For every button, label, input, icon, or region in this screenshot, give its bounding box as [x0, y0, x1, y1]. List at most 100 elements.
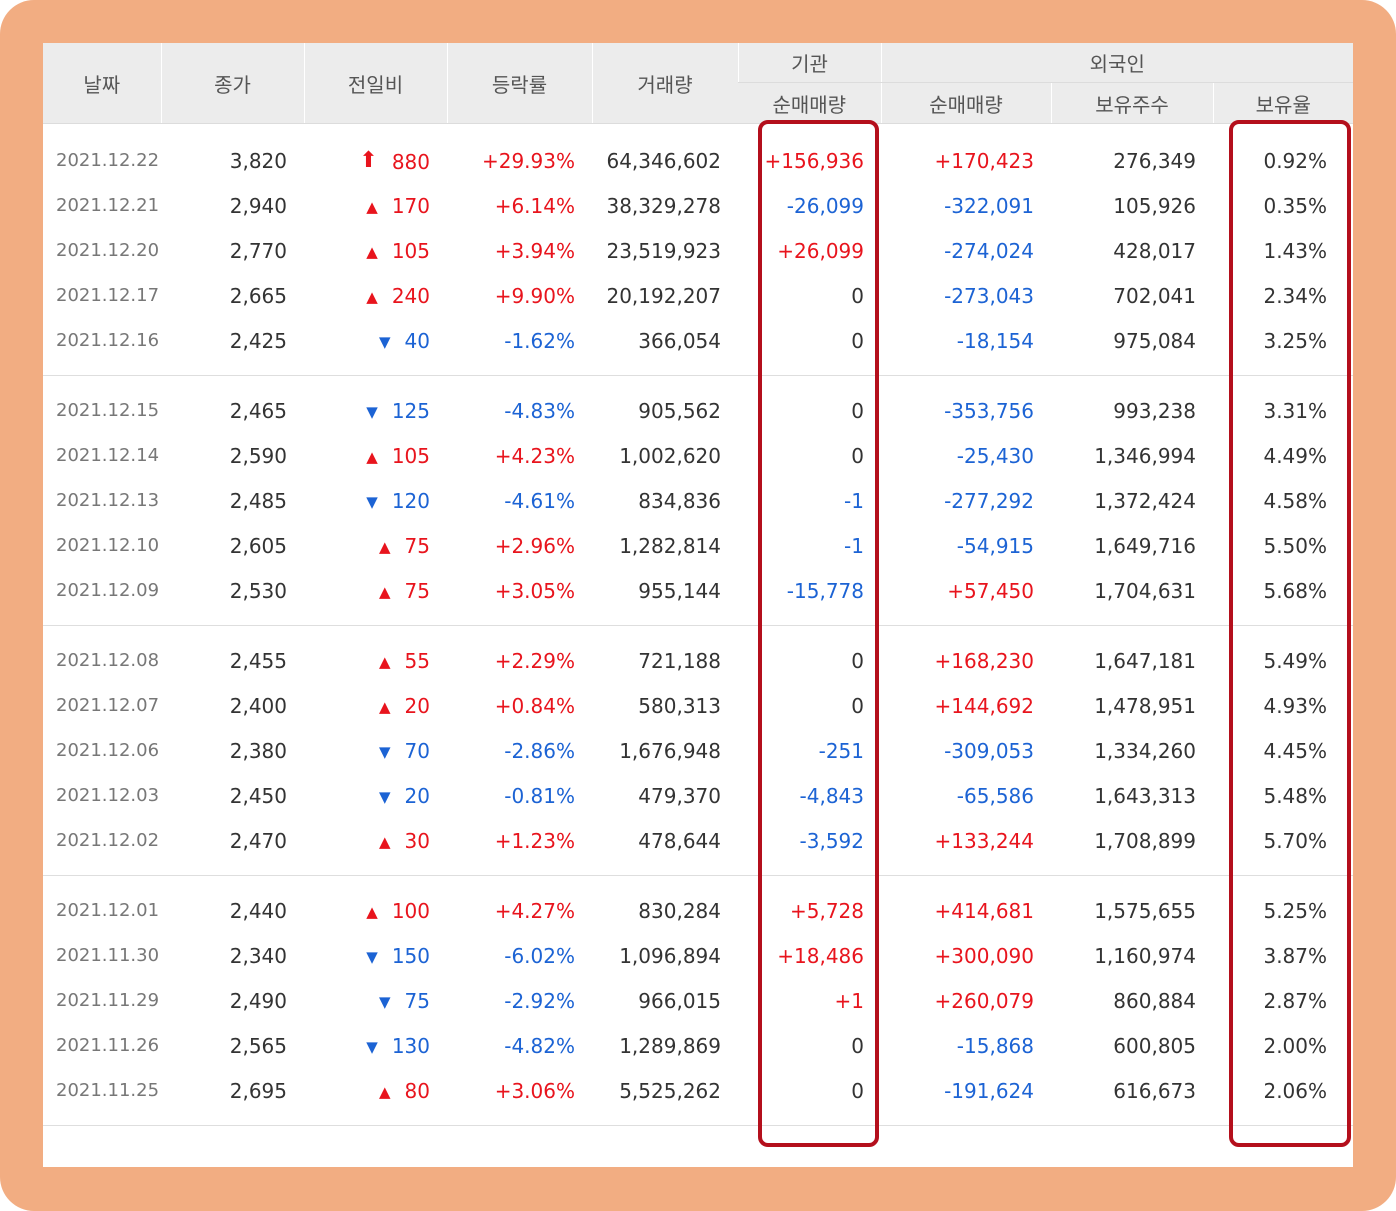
ratio-cell: 2.34%: [1263, 283, 1328, 308]
close-cell: 2,400: [229, 693, 287, 718]
table-row: 2021.12.02 2,470 ▲ 30 +1.23% 478,644 -3,592 +13…: [43, 818, 1353, 863]
down-triangle-icon: ▼: [366, 947, 378, 966]
table-row: 2021.12.15 2,465 ▼ 125 -4.83% 905,562 0 -353,75…: [43, 388, 1353, 433]
up-triangle-icon: ▲: [379, 537, 391, 556]
inst-net-cell: -15,778: [786, 578, 864, 603]
group-spacer: [43, 363, 1353, 376]
ratio-cell: 5.49%: [1263, 648, 1328, 673]
frg-net-cell: -54,915: [956, 533, 1034, 558]
close-cell: 2,340: [229, 943, 287, 968]
rate-cell: +6.14%: [494, 193, 575, 218]
frg-net-cell: +144,692: [934, 693, 1034, 718]
diff-value: 120: [391, 488, 430, 513]
table-row: 2021.11.29 2,490 ▼ 75 -2.92% 966,015 +1 +260,07…: [43, 978, 1353, 1023]
close-cell: 2,470: [229, 828, 287, 853]
ratio-cell: 4.58%: [1263, 488, 1328, 513]
rate-cell: +1.23%: [494, 828, 575, 853]
ratio-cell: 1.43%: [1263, 238, 1328, 263]
diff-value: 880: [391, 149, 430, 174]
ratio-cell: 2.87%: [1263, 988, 1328, 1013]
group-spacer: [43, 863, 1353, 876]
volume-cell: 20,192,207: [606, 283, 721, 308]
volume-cell: 1,676,948: [619, 738, 721, 763]
volume-cell: 955,144: [638, 578, 721, 603]
table-row: 2021.12.13 2,485 ▼ 120 -4.61% 834,836 -1 -277,2…: [43, 478, 1353, 523]
group-spacer: [43, 376, 1353, 388]
volume-cell: 1,096,894: [619, 943, 721, 968]
ratio-cell: 4.45%: [1263, 738, 1328, 763]
frg-net-cell: +414,681: [934, 898, 1034, 923]
header-holding: 보유주수: [1050, 82, 1213, 124]
diff-cell: ▼ 150: [304, 933, 447, 978]
rate-cell: +4.23%: [494, 443, 575, 468]
rate-cell: +4.27%: [494, 898, 575, 923]
volume-cell: 834,836: [638, 488, 721, 513]
header-date: 날짜: [43, 43, 161, 124]
up-triangle-icon: ▲: [379, 652, 391, 671]
volume-cell: 1,289,869: [619, 1033, 721, 1058]
table-header: 날짜 종가 전일비 등락률 거래량 기관 외국인 순매매량 순매매량 보유주수 …: [43, 43, 1353, 124]
group-spacer: [43, 1113, 1353, 1126]
date-cell: 2021.12.07: [56, 695, 160, 716]
inst-net-cell: +5,728: [789, 898, 864, 923]
close-cell: 2,695: [229, 1078, 287, 1103]
ratio-cell: 3.31%: [1263, 398, 1328, 423]
date-cell: 2021.12.03: [56, 785, 160, 806]
ratio-cell: 2.06%: [1263, 1078, 1328, 1103]
close-cell: 2,665: [229, 283, 287, 308]
date-cell: 2021.11.30: [56, 945, 160, 966]
header-volume: 거래량: [591, 43, 738, 124]
volume-cell: 23,519,923: [606, 238, 721, 263]
group-divider: [43, 1125, 1353, 1126]
inst-net-cell: +26,099: [777, 238, 864, 263]
holding-cell: 1,643,313: [1094, 783, 1196, 808]
diff-cell: ▲ 55: [304, 638, 447, 683]
close-cell: 2,440: [229, 898, 287, 923]
diff-value: 20: [404, 783, 430, 808]
close-cell: 2,940: [229, 193, 287, 218]
frg-net-cell: -15,868: [956, 1033, 1034, 1058]
close-cell: 2,485: [229, 488, 287, 513]
inst-net-cell: 0: [851, 398, 864, 423]
close-cell: 3,820: [229, 148, 287, 173]
up-triangle-icon: ▲: [366, 287, 378, 306]
trading-table-panel: 날짜 종가 전일비 등락률 거래량 기관 외국인 순매매량 순매매량 보유주수 …: [43, 43, 1353, 1167]
frg-net-cell: +133,244: [934, 828, 1034, 853]
up-triangle-icon: ▲: [379, 582, 391, 601]
diff-value: 75: [404, 988, 430, 1013]
diff-value: 105: [391, 443, 430, 468]
diff-value: 80: [404, 1078, 430, 1103]
ratio-cell: 2.00%: [1263, 1033, 1328, 1058]
inst-net-cell: -1: [844, 488, 864, 513]
header-inst-net: 순매매량: [738, 82, 881, 124]
diff-cell: ▲ 80: [304, 1068, 447, 1113]
table-row: 2021.12.17 2,665 ▲ 240 +9.90% 20,192,207 0 -273…: [43, 273, 1353, 318]
diff-cell: ▲ 240: [304, 273, 447, 318]
group-spacer: [43, 124, 1353, 139]
diff-cell: ▼ 20: [304, 773, 447, 818]
close-cell: 2,590: [229, 443, 287, 468]
ratio-cell: 5.50%: [1263, 533, 1328, 558]
date-cell: 2021.12.17: [56, 285, 160, 306]
group-spacer: [43, 876, 1353, 888]
close-cell: 2,380: [229, 738, 287, 763]
down-triangle-icon: ▼: [379, 742, 391, 761]
frg-net-cell: -18,154: [956, 328, 1034, 353]
volume-cell: 580,313: [638, 693, 721, 718]
diff-value: 55: [404, 648, 430, 673]
close-cell: 2,465: [229, 398, 287, 423]
rate-cell: -4.83%: [504, 398, 575, 423]
diff-value: 240: [391, 283, 430, 308]
holding-cell: 993,238: [1113, 398, 1196, 423]
holding-cell: 1,649,716: [1094, 533, 1196, 558]
inst-net-cell: 0: [851, 283, 864, 308]
volume-cell: 905,562: [638, 398, 721, 423]
date-cell: 2021.12.08: [56, 650, 160, 671]
holding-cell: 1,575,655: [1094, 898, 1196, 923]
diff-cell: ▼ 130: [304, 1023, 447, 1068]
header-diff: 전일비: [303, 43, 447, 124]
volume-cell: 721,188: [638, 648, 721, 673]
up-triangle-icon: ▲: [366, 242, 378, 261]
rate-cell: -2.86%: [504, 738, 575, 763]
diff-cell: ▲ 75: [304, 523, 447, 568]
